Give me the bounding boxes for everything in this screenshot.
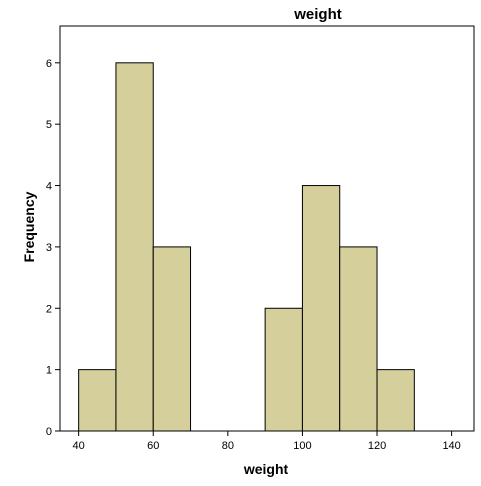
- x-tick-label: 60: [147, 440, 159, 452]
- y-tick-label: 2: [46, 303, 52, 315]
- y-tick-label: 4: [46, 181, 52, 193]
- x-tick-label: 120: [368, 440, 386, 452]
- y-tick-label: 3: [46, 242, 52, 254]
- x-tick-label: 40: [73, 440, 85, 452]
- histogram-bar-60-70: [152, 246, 192, 432]
- x-axis-title: weight: [243, 461, 289, 477]
- x-tick-label: 140: [442, 440, 460, 452]
- y-tick-label: 1: [46, 365, 52, 377]
- histogram-bar-90-100: [264, 307, 303, 432]
- y-axis: 0 1 2 3 4 5 6: [46, 58, 60, 438]
- histogram-bar-120-130: [376, 369, 415, 432]
- x-tick-label: 80: [222, 440, 234, 452]
- y-axis-title: Frequency: [21, 191, 37, 262]
- bars-group: [78, 62, 415, 432]
- histogram-bar-50-60: [115, 62, 154, 432]
- y-tick-label: 0: [46, 426, 52, 438]
- x-axis: 40 60 80 100 120 140: [73, 431, 461, 452]
- histogram-bar-40-50: [78, 369, 117, 432]
- y-tick-label: 5: [46, 119, 52, 131]
- histogram-bar-100-110: [301, 185, 341, 432]
- x-tick-label: 100: [293, 440, 311, 452]
- chart-title: weight: [293, 6, 342, 23]
- y-tick-label: 6: [46, 58, 52, 70]
- histogram-bar-110-120: [339, 246, 378, 432]
